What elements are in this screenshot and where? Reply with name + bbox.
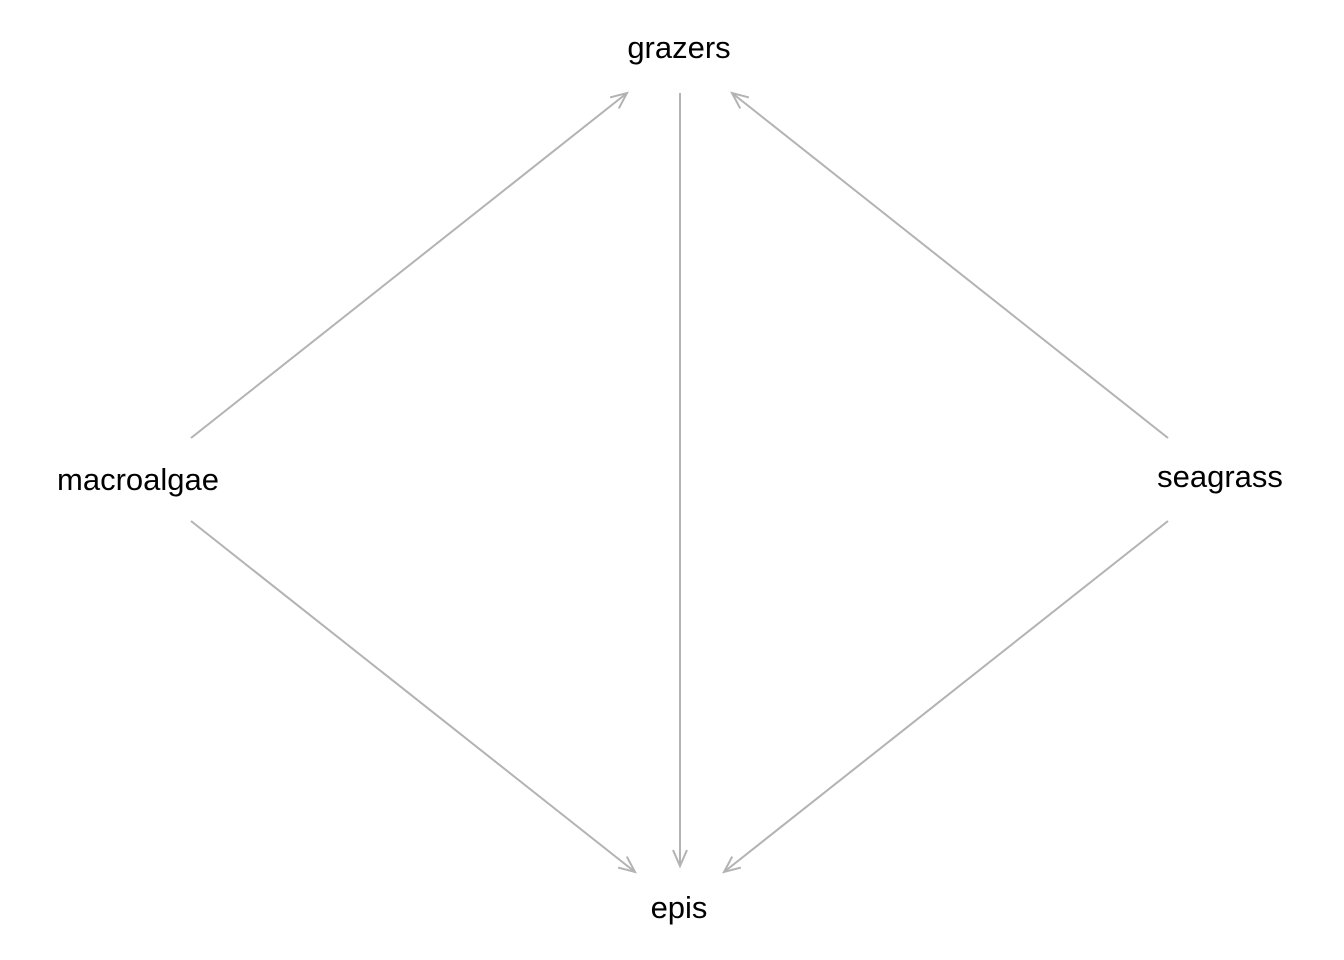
edge-seagrass-to-epis	[722, 520, 1169, 874]
edge-macroalgae-to-epis	[190, 520, 637, 874]
node-grazers: grazers	[627, 30, 730, 65]
edge-macroalgae-to-grazers	[190, 91, 629, 439]
edge-seagrass-to-grazers	[730, 91, 1169, 439]
node-seagrass: seagrass	[1157, 459, 1283, 494]
node-epis: epis	[651, 890, 708, 925]
node-macroalgae: macroalgae	[57, 462, 219, 497]
